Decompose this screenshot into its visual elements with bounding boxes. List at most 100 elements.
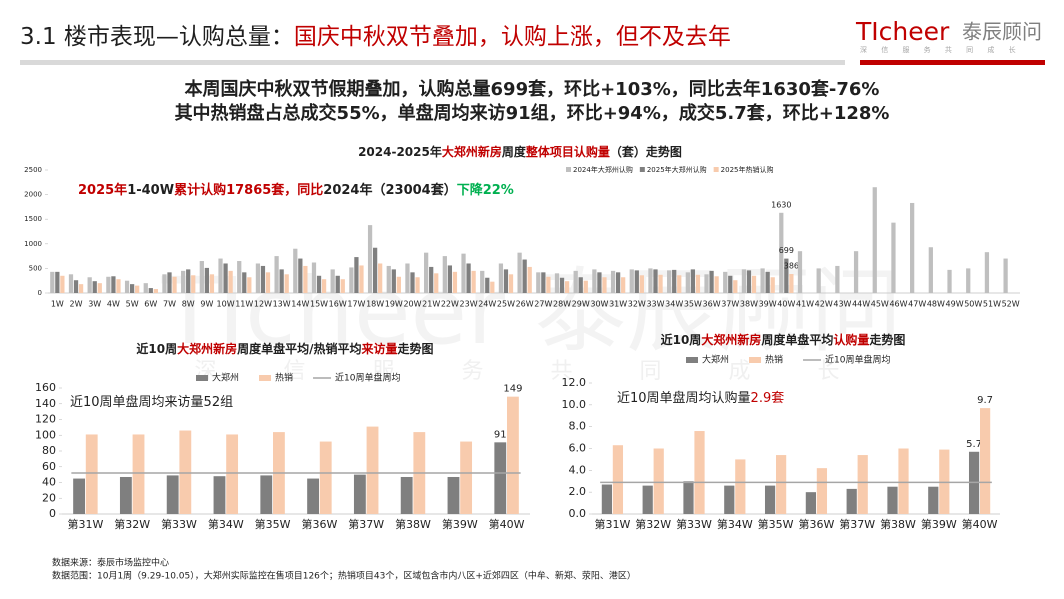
bar (447, 265, 453, 293)
bar (610, 270, 616, 293)
legend-swatch (749, 357, 762, 363)
bar (601, 484, 612, 514)
y-tick-label: 8.0 (569, 420, 587, 433)
x-tick-label: 46W (889, 300, 907, 309)
bar (527, 266, 532, 293)
bar (709, 270, 714, 293)
title-part: 走势图 (869, 332, 905, 347)
y-tick-label: 0 (49, 507, 56, 520)
y-tick-label: 40 (42, 476, 56, 489)
x-tick-label: 5W (126, 300, 139, 309)
legend-label: 2024年大郑州认购 (573, 165, 633, 174)
tagline: 深 信 服 务 共 同 成 长 (860, 45, 1022, 54)
bar (68, 274, 74, 293)
bar (228, 270, 233, 293)
y-tick-label: 80 (42, 444, 56, 457)
logo-rule (860, 60, 1045, 65)
title-part: 整体项目认购量 (525, 144, 610, 159)
y-tick-label: 12.0 (562, 376, 587, 389)
y-tick-label: 0 (38, 289, 42, 297)
x-tick-label: 第39W (442, 517, 478, 531)
logo: TIcheer (855, 17, 950, 46)
bar (1003, 258, 1008, 293)
bar (255, 263, 261, 293)
bar (615, 272, 621, 293)
bar (784, 258, 789, 293)
x-tick-label: 21W (422, 300, 440, 309)
bar (191, 275, 196, 293)
x-tick-label: 10W (217, 300, 235, 309)
logo-cn: 泰辰顾问 (962, 20, 1042, 44)
bar (653, 448, 664, 514)
bar (204, 267, 210, 293)
bar (564, 281, 570, 293)
x-tick-label: 第33W (161, 517, 197, 531)
bar (321, 279, 327, 293)
x-tick-label: 37W (721, 300, 739, 309)
bar (685, 272, 690, 293)
bar (554, 273, 560, 293)
bar (639, 275, 644, 293)
x-tick-label: 41W (796, 300, 814, 309)
bar (770, 277, 775, 293)
chart-title: 2024-2025年大郑州新房周度整体项目认购量（套）走势图 (358, 144, 682, 159)
bar (124, 280, 130, 293)
bar (405, 263, 410, 293)
title-rule (20, 60, 845, 65)
legend-swatch (196, 375, 208, 381)
x-tick-label: 第32W (114, 517, 150, 531)
title-part: 来访量 (361, 341, 398, 356)
bar (367, 225, 373, 293)
bar (78, 284, 84, 293)
title-part: 周度单盘平均 (761, 332, 833, 347)
legend-label: 近10周单盘周均 (825, 354, 890, 366)
bar (55, 271, 60, 293)
bar (746, 270, 752, 293)
bar (559, 277, 565, 293)
x-tick-label: 4W (107, 300, 120, 309)
y-tick-label: 100 (35, 428, 56, 441)
x-tick-label: 20W (403, 300, 421, 309)
bar (816, 268, 821, 293)
x-tick-label: 30W (590, 300, 608, 309)
data-label: 9.7 (977, 395, 993, 406)
bar (396, 276, 401, 293)
x-tick-label: 第40W (962, 517, 998, 531)
bar (410, 272, 415, 293)
x-tick-label: 6W (144, 300, 157, 309)
bar (303, 265, 308, 293)
bar (629, 269, 634, 293)
bar (460, 441, 473, 514)
watermark-logo-cn: 泰辰顾问 (534, 258, 902, 365)
bar (442, 256, 447, 293)
bar (776, 455, 787, 514)
bar (167, 272, 172, 293)
bar (129, 284, 135, 293)
bar (966, 268, 971, 293)
bar (199, 261, 204, 293)
bar (116, 279, 121, 293)
y-tick-label: 1000 (24, 240, 42, 248)
chart-title: 近10周大郑州新房周度单盘平均/热销平均来访量走势图 (136, 341, 433, 356)
legend-label: 热销 (275, 372, 293, 384)
bar (400, 476, 413, 514)
title-part: 大郑州新房 (442, 144, 502, 159)
bar (683, 481, 694, 514)
bar (765, 271, 770, 293)
bar (984, 252, 990, 293)
title-part: 走势图 (398, 341, 434, 356)
x-tick-label: 第39W (921, 517, 957, 531)
bar (536, 272, 541, 293)
bar (434, 273, 439, 293)
bar (162, 274, 167, 293)
bar (751, 275, 757, 293)
bar (284, 274, 289, 293)
x-tick-label: 36W (703, 300, 721, 309)
bar (386, 265, 391, 293)
y-tick-label: 6.0 (569, 442, 587, 455)
bar (354, 257, 359, 293)
bar (353, 474, 366, 514)
bar (60, 275, 65, 293)
bar (466, 263, 471, 293)
